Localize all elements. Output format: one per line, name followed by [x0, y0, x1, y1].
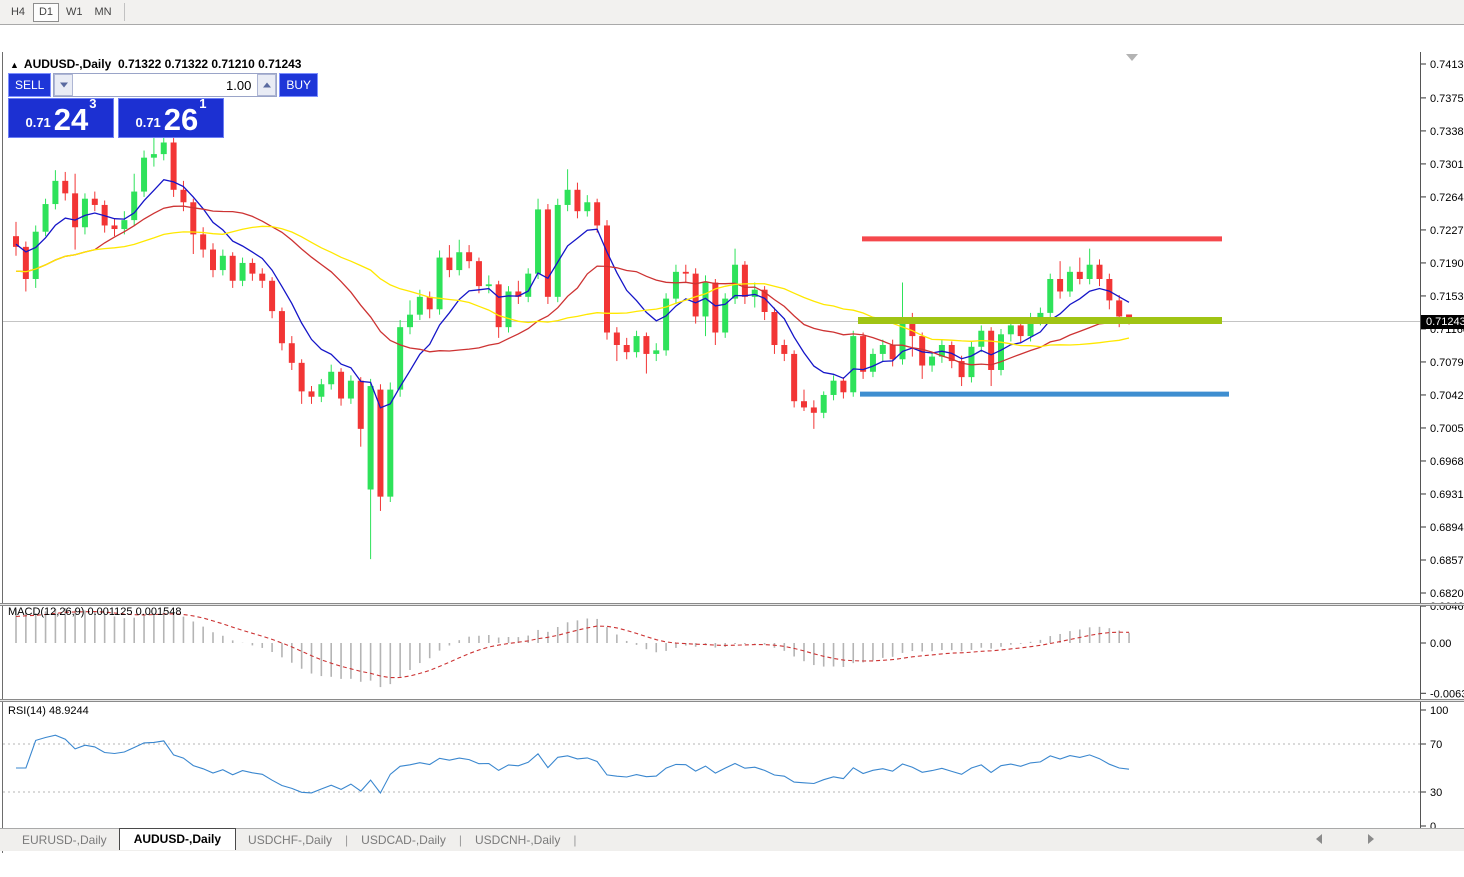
macd-indicator-label: MACD(12,26,9) 0.001125 0.001548: [8, 606, 181, 618]
chart-tab-usdcnh[interactable]: USDCNH-,Daily: [463, 831, 572, 849]
tab-separator: |: [459, 833, 462, 847]
svg-text:0.00: 0.00: [1430, 638, 1451, 650]
one-click-trading-panel: SELL BUY 0.71 24 3 0.71 26 1: [8, 73, 224, 138]
svg-text:30: 30: [1430, 787, 1442, 799]
buy-price-main: 26: [164, 106, 198, 134]
timeframe-button-w1[interactable]: W1: [61, 3, 88, 22]
svg-text:70: 70: [1430, 739, 1442, 751]
timeframe-button-d1[interactable]: D1: [33, 3, 59, 22]
buy-button[interactable]: BUY: [279, 73, 318, 97]
timeframe-button-mn[interactable]: MN: [90, 3, 117, 22]
volume-input[interactable]: [73, 74, 257, 96]
chevron-down-icon: [60, 83, 68, 88]
chart-tab-audusd[interactable]: AUDUSD-,Daily: [119, 828, 236, 850]
rsi-indicator-label: RSI(14) 48.9244: [8, 705, 89, 717]
current-price-tag: 0.71243: [1421, 315, 1464, 329]
volume-increase-button[interactable]: [257, 74, 276, 96]
symbol-info-line: ▲ AUDUSD-,Daily 0.71322 0.71322 0.71210 0…: [10, 57, 301, 71]
panel-splitter[interactable]: [0, 603, 1464, 606]
ohlc-values: 0.71322 0.71322 0.71210 0.71243: [118, 57, 302, 71]
plot-left-border: [2, 52, 3, 853]
toolbar-separator: [124, 3, 125, 21]
sell-price-display[interactable]: 0.71 24 3: [8, 98, 114, 138]
sell-price-pip: 3: [89, 99, 96, 109]
sell-price-main: 24: [54, 106, 88, 134]
price-axis-separator[interactable]: [1420, 52, 1421, 834]
svg-text:100: 100: [1430, 705, 1448, 717]
volume-decrease-button[interactable]: [54, 74, 73, 96]
buy-price-pip: 1: [199, 99, 206, 109]
chart-tab-eurusd[interactable]: EURUSD-,Daily: [10, 831, 119, 849]
buy-price-display[interactable]: 0.71 26 1: [118, 98, 224, 138]
sell-price-prefix: 0.71: [25, 112, 50, 134]
panel-splitter[interactable]: [0, 699, 1464, 702]
timeframe-button-h4[interactable]: H4: [5, 3, 31, 22]
tab-scroll-left-icon[interactable]: [1316, 834, 1322, 844]
chart-tab-usdcad[interactable]: USDCAD-,Daily: [349, 831, 458, 849]
tab-scroll-right-icon[interactable]: [1368, 834, 1374, 844]
tab-separator: |: [345, 833, 348, 847]
chevron-up-icon: [263, 83, 271, 88]
scroll-to-end-icon[interactable]: [1126, 54, 1138, 61]
buy-price-prefix: 0.71: [135, 112, 160, 134]
tab-scroll-arrows: [1316, 834, 1374, 844]
sell-button[interactable]: SELL: [8, 73, 51, 97]
collapse-trade-panel-icon[interactable]: ▲: [10, 60, 19, 70]
symbol-title: AUDUSD-,Daily: [24, 57, 111, 71]
chart-tab-usdchf[interactable]: USDCHF-,Daily: [236, 831, 344, 849]
volume-stepper: [53, 73, 277, 97]
tab-separator: |: [573, 833, 576, 847]
